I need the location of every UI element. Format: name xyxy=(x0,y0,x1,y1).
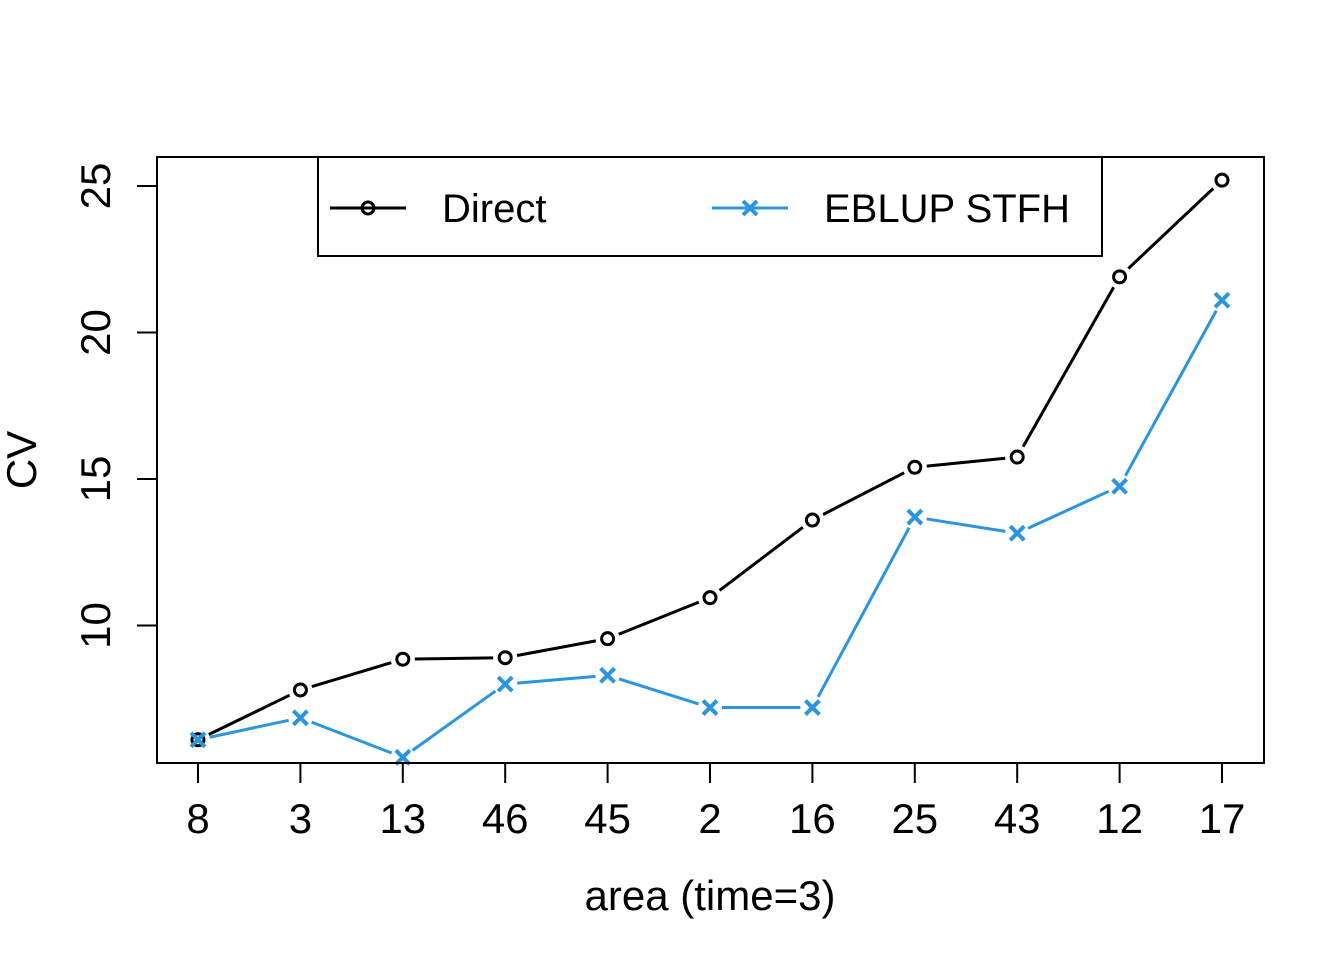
data-point xyxy=(1213,291,1231,309)
series-segment xyxy=(618,677,700,706)
data-point xyxy=(803,699,821,716)
x-tick-label: 43 xyxy=(994,795,1041,842)
data-point xyxy=(1111,477,1129,495)
data-point xyxy=(496,675,514,693)
x-tick-label: 25 xyxy=(891,795,938,842)
y-tick-label: 25 xyxy=(72,163,119,210)
series-segment xyxy=(816,526,911,698)
series-eblup-stfh xyxy=(189,291,1231,766)
x-tick-label: 2 xyxy=(698,795,721,842)
legend-marker-eblup xyxy=(741,199,759,217)
data-point xyxy=(599,666,617,684)
data-point xyxy=(292,682,308,698)
data-point xyxy=(1214,172,1230,188)
x-axis: 8 3 13 46 45 2 16 25 43 12 17 xyxy=(186,762,1246,842)
x-tick-label: 45 xyxy=(584,795,631,842)
y-tick-label: 10 xyxy=(72,602,119,649)
series-segment xyxy=(926,456,1006,468)
data-point xyxy=(1112,269,1128,285)
series-segment xyxy=(1021,286,1115,448)
data-point xyxy=(1008,524,1026,542)
legend-box xyxy=(317,156,1103,257)
legend-marker-direct xyxy=(360,200,376,216)
series-segment xyxy=(311,661,392,688)
legend-label-direct: Direct xyxy=(442,187,546,231)
series-segment xyxy=(1127,187,1215,270)
x-tick-label: 12 xyxy=(1096,795,1143,842)
x-tick-label: 46 xyxy=(482,795,529,842)
legend-label-eblup: EBLUP STFH xyxy=(824,187,1070,231)
y-tick-label: 15 xyxy=(72,456,119,503)
x-axis-label: area (time=3) xyxy=(585,872,836,919)
data-point xyxy=(291,709,309,727)
x-tick-label: 16 xyxy=(789,795,836,842)
data-point xyxy=(189,731,207,749)
y-axis-label: CV xyxy=(0,431,45,489)
x-tick-label: 8 xyxy=(186,795,209,842)
series-segment xyxy=(1027,489,1110,530)
series-segment xyxy=(516,639,597,658)
series-segment xyxy=(718,526,804,592)
data-point xyxy=(190,732,206,748)
series-segment xyxy=(822,471,905,516)
series-segment xyxy=(411,689,497,752)
series-segment xyxy=(208,693,291,736)
data-point xyxy=(702,590,718,606)
y-axis: 10 15 20 25 xyxy=(72,163,158,649)
series-direct xyxy=(190,172,1230,748)
data-point xyxy=(907,459,923,475)
series-segment xyxy=(311,720,393,755)
series-segment xyxy=(618,600,700,636)
legend: Direct EBLUP STFH xyxy=(317,156,1103,257)
x-tick-label: 13 xyxy=(379,795,426,842)
series-segment xyxy=(926,517,1006,533)
x-tick-label: 3 xyxy=(289,795,312,842)
data-point xyxy=(395,651,411,667)
series-segment xyxy=(1124,310,1218,477)
data-point xyxy=(600,631,616,647)
data-point xyxy=(906,508,924,526)
data-point xyxy=(497,650,513,666)
series-segment xyxy=(209,718,289,739)
y-tick-label: 20 xyxy=(72,309,119,356)
series-segment xyxy=(414,656,494,661)
data-point xyxy=(701,699,719,716)
series-layer xyxy=(189,172,1231,766)
x-tick-label: 17 xyxy=(1199,795,1246,842)
series-segment xyxy=(517,674,596,685)
data-point xyxy=(1009,449,1025,465)
data-point xyxy=(804,512,820,528)
